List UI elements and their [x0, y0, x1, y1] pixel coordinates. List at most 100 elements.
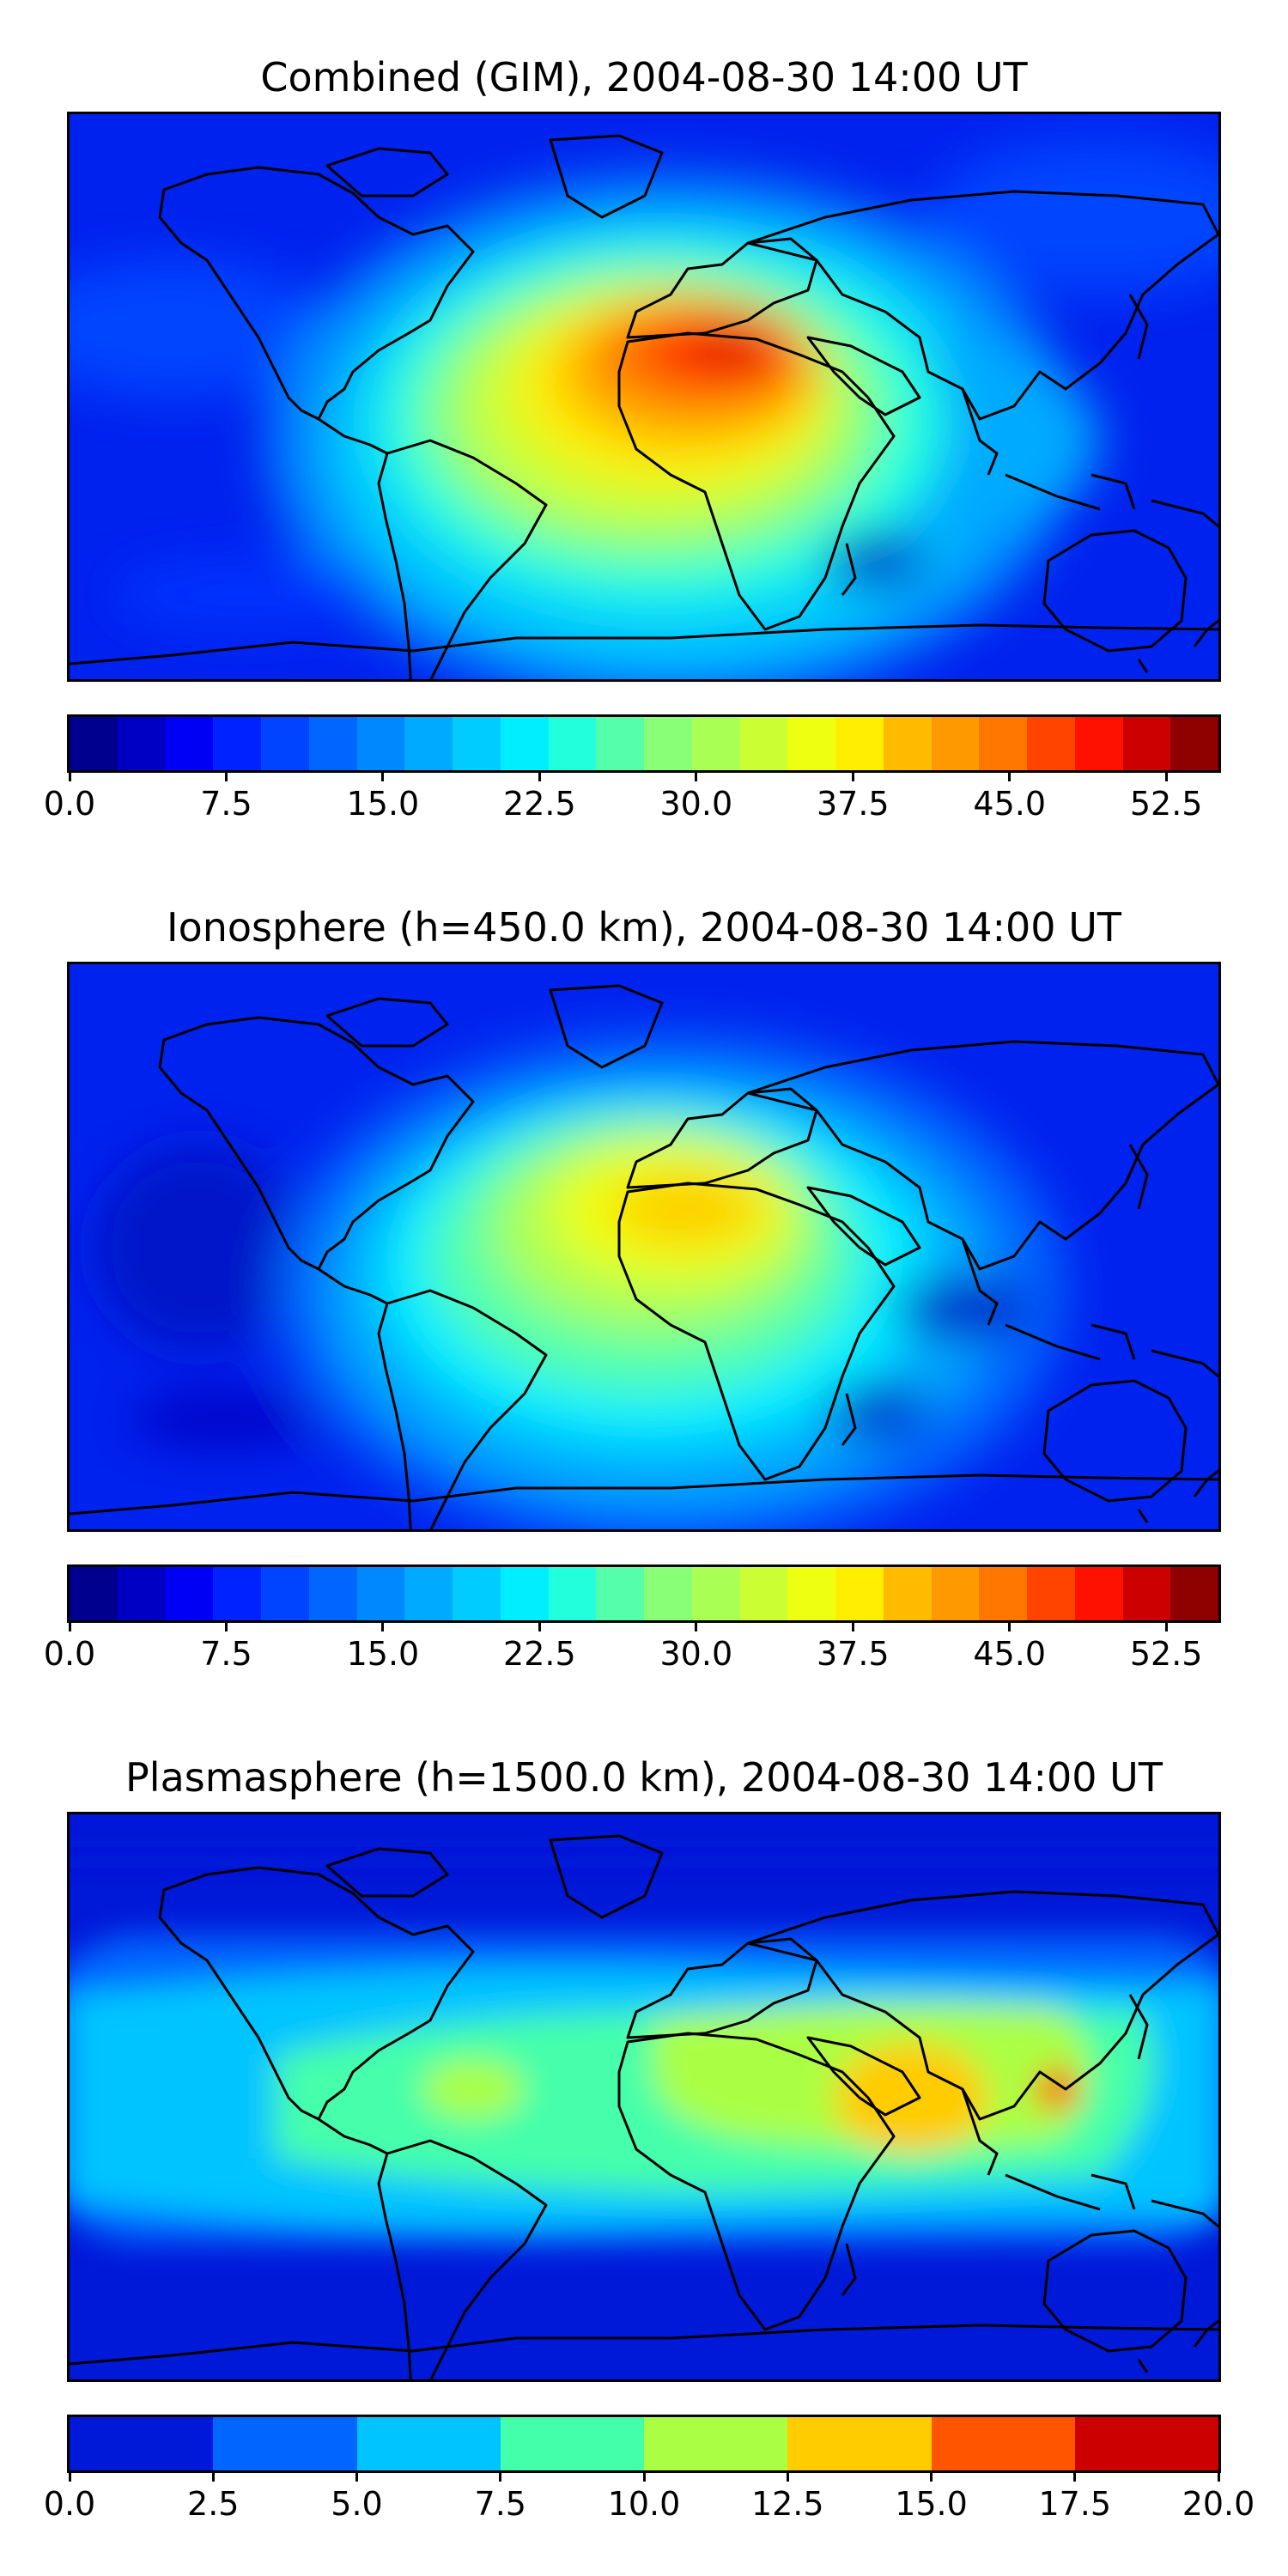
colorbar-tick-mark [695, 1623, 698, 1631]
colorbar-tick-label: 0.0 [43, 785, 96, 823]
colorbar-tick-label: 2.5 [187, 2485, 240, 2523]
colorbar-segment [308, 1567, 357, 1620]
colorbar-segment [644, 1567, 692, 1620]
colorbar-tick-label: 37.5 [816, 785, 890, 823]
colorbar-segment [931, 2417, 1075, 2470]
tec-field-combined [70, 140, 1218, 679]
colorbar-segment [1170, 1567, 1218, 1620]
colorbar-segment [1074, 1567, 1123, 1620]
colorbar-tick-mark [851, 773, 854, 781]
colorbar-segment [356, 1567, 405, 1620]
colorbar-tick-mark [1008, 773, 1012, 781]
colorbar-tick-mark [355, 2473, 358, 2482]
colorbar-segment [261, 717, 309, 770]
colorbar-segment [213, 2417, 357, 2470]
map-combined-gim [67, 112, 1221, 682]
colorbar-segment [500, 1567, 549, 1620]
colorbar-segment [691, 717, 740, 770]
colorbar-tick-label: 22.5 [503, 785, 576, 823]
colorbar-segment [356, 2417, 501, 2470]
colorbar-tick-mark [499, 2473, 502, 2482]
colorbar-tick-label: 30.0 [659, 785, 733, 823]
colorbar-segment [883, 1567, 932, 1620]
colorbar-segment [117, 1567, 166, 1620]
colorbar-tick-label: 30.0 [659, 1635, 733, 1673]
colorbar-segment [548, 717, 597, 770]
colorbar-segment [1027, 717, 1075, 770]
colorbar-tick-mark [68, 773, 71, 781]
colorbar-tick-mark [1164, 1623, 1168, 1631]
colorbar-tick-mark [224, 773, 228, 781]
colorbar-segment [404, 1567, 453, 1620]
colorbar-segment [500, 717, 549, 770]
colorbar-segment [453, 1567, 501, 1620]
colorbar-tick-mark [851, 1623, 854, 1631]
map-ionosphere [67, 962, 1221, 1532]
colorbar-tick-mark [695, 773, 698, 781]
colorbar-combined [67, 714, 1221, 773]
colorbar-segment [979, 1567, 1027, 1620]
colorbar-tick-mark [1008, 1623, 1012, 1631]
colorbar-segment [596, 717, 644, 770]
colorbar-tick-mark [381, 773, 385, 781]
colorbar-segment [1170, 717, 1218, 770]
colorbar-segment [787, 1567, 835, 1620]
panel-3-title: Plasmasphere (h=1500.0 km), 2004-08-30 1… [125, 1754, 1163, 1801]
colorbar-tick-label: 20.0 [1182, 2485, 1255, 2523]
colorbar-segment [70, 2417, 214, 2470]
colorbar-segment [596, 1567, 644, 1620]
colorbar-plasmasphere [67, 2415, 1221, 2473]
colorbar-segment [500, 2417, 644, 2470]
colorbar-segment [979, 717, 1027, 770]
colorbar-segment [548, 1567, 597, 1620]
colorbar-segment [165, 717, 214, 770]
colorbar-tick-mark [68, 2473, 71, 2482]
colorbar-tick-label: 52.5 [1129, 1635, 1203, 1673]
colorbar-segment [308, 717, 357, 770]
colorbar-tick-label: 22.5 [503, 1635, 576, 1673]
colorbar-segment [787, 2417, 932, 2470]
colorbar-segment [739, 717, 788, 770]
colorbar-tick-mark [786, 2473, 789, 2482]
colorbar-segment [931, 1567, 980, 1620]
colorbar-segment [404, 717, 453, 770]
colorbar-segment [1074, 717, 1123, 770]
colorbar-tick-mark [930, 2473, 933, 2482]
tec-field-ionosphere [95, 1033, 1066, 1529]
panel-2-title: Ionosphere (h=450.0 km), 2004-08-30 14:0… [167, 904, 1121, 951]
colorbar-tick-mark [1217, 2473, 1220, 2482]
colorbar-tick-label: 7.5 [474, 2485, 526, 2523]
colorbar-tick-label: 52.5 [1129, 785, 1203, 823]
colorbar-segment [835, 1567, 884, 1620]
colorbar-tick-mark [211, 2473, 215, 2482]
colorbar-ticks-ionosphere: 0.0 7.5 15.0 22.5 30.0 37.5 45.0 52.5 [44, 1623, 1218, 1673]
colorbar-segment [356, 717, 405, 770]
colorbar-tick-label: 45.0 [973, 785, 1047, 823]
colorbar-tick-label: 15.0 [346, 785, 420, 823]
colorbar-tick-mark [1164, 773, 1168, 781]
colorbar-tick-mark [381, 1623, 385, 1631]
colorbar-tick-label: 0.0 [43, 1635, 96, 1673]
colorbar-segment [1027, 1567, 1075, 1620]
colorbar-segment [644, 2417, 788, 2470]
colorbar-segment [691, 1567, 740, 1620]
colorbar-segment [165, 1567, 214, 1620]
colorbar-tick-label: 45.0 [973, 1635, 1047, 1673]
colorbar-tick-label: 7.5 [200, 785, 252, 823]
colorbar-tick-label: 15.0 [895, 2485, 968, 2523]
colorbar-segment [117, 717, 166, 770]
colorbar-segment [787, 717, 835, 770]
colorbar-segment [1122, 1567, 1171, 1620]
colorbar-segment [70, 717, 118, 770]
colorbar-tick-mark [1073, 2473, 1077, 2482]
colorbar-segment [261, 1567, 309, 1620]
colorbar-segment [883, 717, 932, 770]
colorbar-tick-label: 7.5 [200, 1635, 252, 1673]
colorbar-tick-label: 0.0 [43, 2485, 96, 2523]
colorbar-segment [835, 717, 884, 770]
colorbar-ticks-combined: 0.0 7.5 15.0 22.5 30.0 37.5 45.0 52.5 [44, 773, 1218, 823]
colorbar-tick-mark [68, 1623, 71, 1631]
map-plasmasphere [67, 1812, 1221, 2382]
colorbar-segment [1074, 2417, 1218, 2470]
colorbar-tick-label: 12.5 [750, 2485, 824, 2523]
